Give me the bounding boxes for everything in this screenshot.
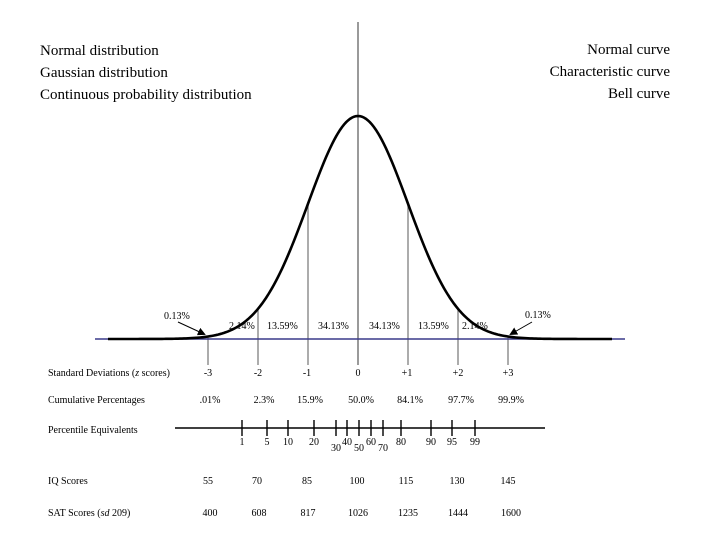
sd-value: -3 (203, 368, 213, 379)
sd-value: -2 (253, 368, 263, 379)
row-label-iq-scores: IQ Scores (48, 476, 88, 487)
percentile-value: 20 (309, 437, 319, 448)
area-pct-2: 2.14% (229, 321, 255, 332)
iq-value: 70 (252, 476, 262, 487)
right-title-3: Bell curve (607, 86, 670, 102)
standard-deviation-lines (207, 22, 509, 365)
left-title-block: Normal distribution Gaussian distributio… (40, 40, 252, 106)
iq-value: 130 (449, 476, 465, 487)
arrow-left-tail (177, 321, 206, 336)
percentile-value: 10 (283, 437, 293, 448)
iq-value: 85 (302, 476, 312, 487)
left-title-2: Gaussian distribution (40, 65, 168, 81)
cumulative-value: 99.9% (498, 395, 524, 406)
cumulative-value: 97.7% (448, 395, 474, 406)
percentile-ticks (241, 420, 476, 436)
area-pct-5: 34.13% (369, 321, 400, 332)
cumulative-value: 15.9% (297, 395, 323, 406)
cumulative-value: 2.3% (253, 395, 275, 406)
iq-value: 145 (500, 476, 516, 487)
percentile-value: 99 (470, 437, 480, 448)
right-title-block: Normal curve Characteristic curve Bell c… (550, 39, 670, 105)
right-title-1: Normal curve (587, 42, 670, 58)
area-pct-left-tail: 0.13% (164, 311, 190, 322)
percentile-value: 5 (264, 437, 270, 448)
left-title-3: Continuous probability distribution (40, 87, 252, 103)
percentile-value: 95 (447, 437, 457, 448)
percentile-value: 30 (331, 443, 341, 454)
cumulative-value: .01% (199, 395, 221, 406)
row-label-sat-scores: SAT Scores (sd 209) (48, 508, 131, 519)
sd-value: +2 (452, 368, 464, 379)
sd-value: -1 (302, 368, 312, 379)
area-pct-6: 13.59% (418, 321, 449, 332)
sd-value: +1 (401, 368, 413, 379)
sat-value: 400 (202, 508, 218, 519)
percentile-value: 80 (396, 437, 406, 448)
sat-value: 817 (300, 508, 316, 519)
percentile-value: 90 (426, 437, 436, 448)
sd-value: 0 (355, 368, 361, 379)
cumulative-value: 50.0% (348, 395, 374, 406)
sat-value: 608 (251, 508, 267, 519)
percentile-value: 1 (239, 437, 245, 448)
sd-value: +3 (502, 368, 514, 379)
cumulative-value: 84.1% (397, 395, 423, 406)
area-pct-right-tail: 0.13% (525, 310, 551, 321)
percentile-value: 60 (366, 437, 376, 448)
row-label-standard-deviations: Standard Deviations (z scores) (48, 368, 170, 379)
right-title-2: Characteristic curve (549, 64, 670, 80)
area-pct-7: 2.14% (462, 321, 488, 332)
bell-curve (108, 114, 612, 341)
area-pct-3: 13.59% (267, 321, 298, 332)
row-label-cumulative-percentages: Cumulative Percentages (48, 395, 145, 406)
sat-value: 1444 (448, 508, 468, 519)
left-title-1: Normal distribution (40, 43, 159, 59)
arrow-right-tail (509, 321, 533, 335)
iq-value: 100 (349, 476, 365, 487)
percentile-value: 50 (354, 443, 364, 454)
sat-value: 1600 (501, 508, 521, 519)
iq-value: 115 (398, 476, 414, 487)
percentile-value: 70 (378, 443, 388, 454)
sat-value: 1026 (348, 508, 368, 519)
row-label-percentile-equivalents: Percentile Equivalents (48, 425, 138, 436)
sat-value: 1235 (398, 508, 418, 519)
percentile-value: 40 (342, 437, 352, 448)
area-pct-4: 34.13% (318, 321, 349, 332)
iq-value: 55 (203, 476, 213, 487)
